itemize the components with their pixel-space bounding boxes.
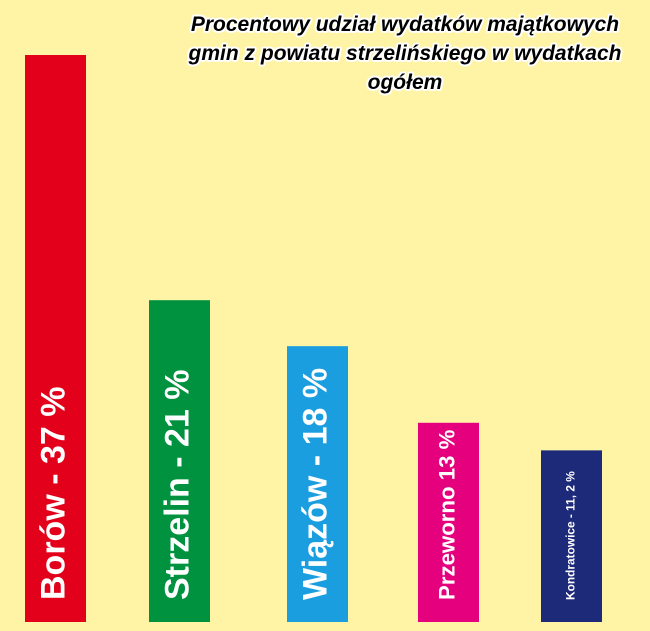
value-label: Kondratowice - 11, 2 % bbox=[564, 471, 578, 600]
chart-title: Procentowy udział wydatków majątkowych g… bbox=[188, 13, 622, 94]
bar bbox=[418, 422, 479, 622]
bar bbox=[287, 346, 348, 622]
value-label: Wiązów - 18 % bbox=[296, 368, 334, 600]
value-label: Przeworno 13 % bbox=[434, 429, 459, 600]
bar bbox=[25, 55, 86, 622]
value-label: Borów - 37 % bbox=[34, 387, 72, 600]
bar bbox=[149, 300, 210, 622]
value-label: Strzelin - 21 % bbox=[158, 369, 196, 600]
bar bbox=[541, 450, 602, 622]
